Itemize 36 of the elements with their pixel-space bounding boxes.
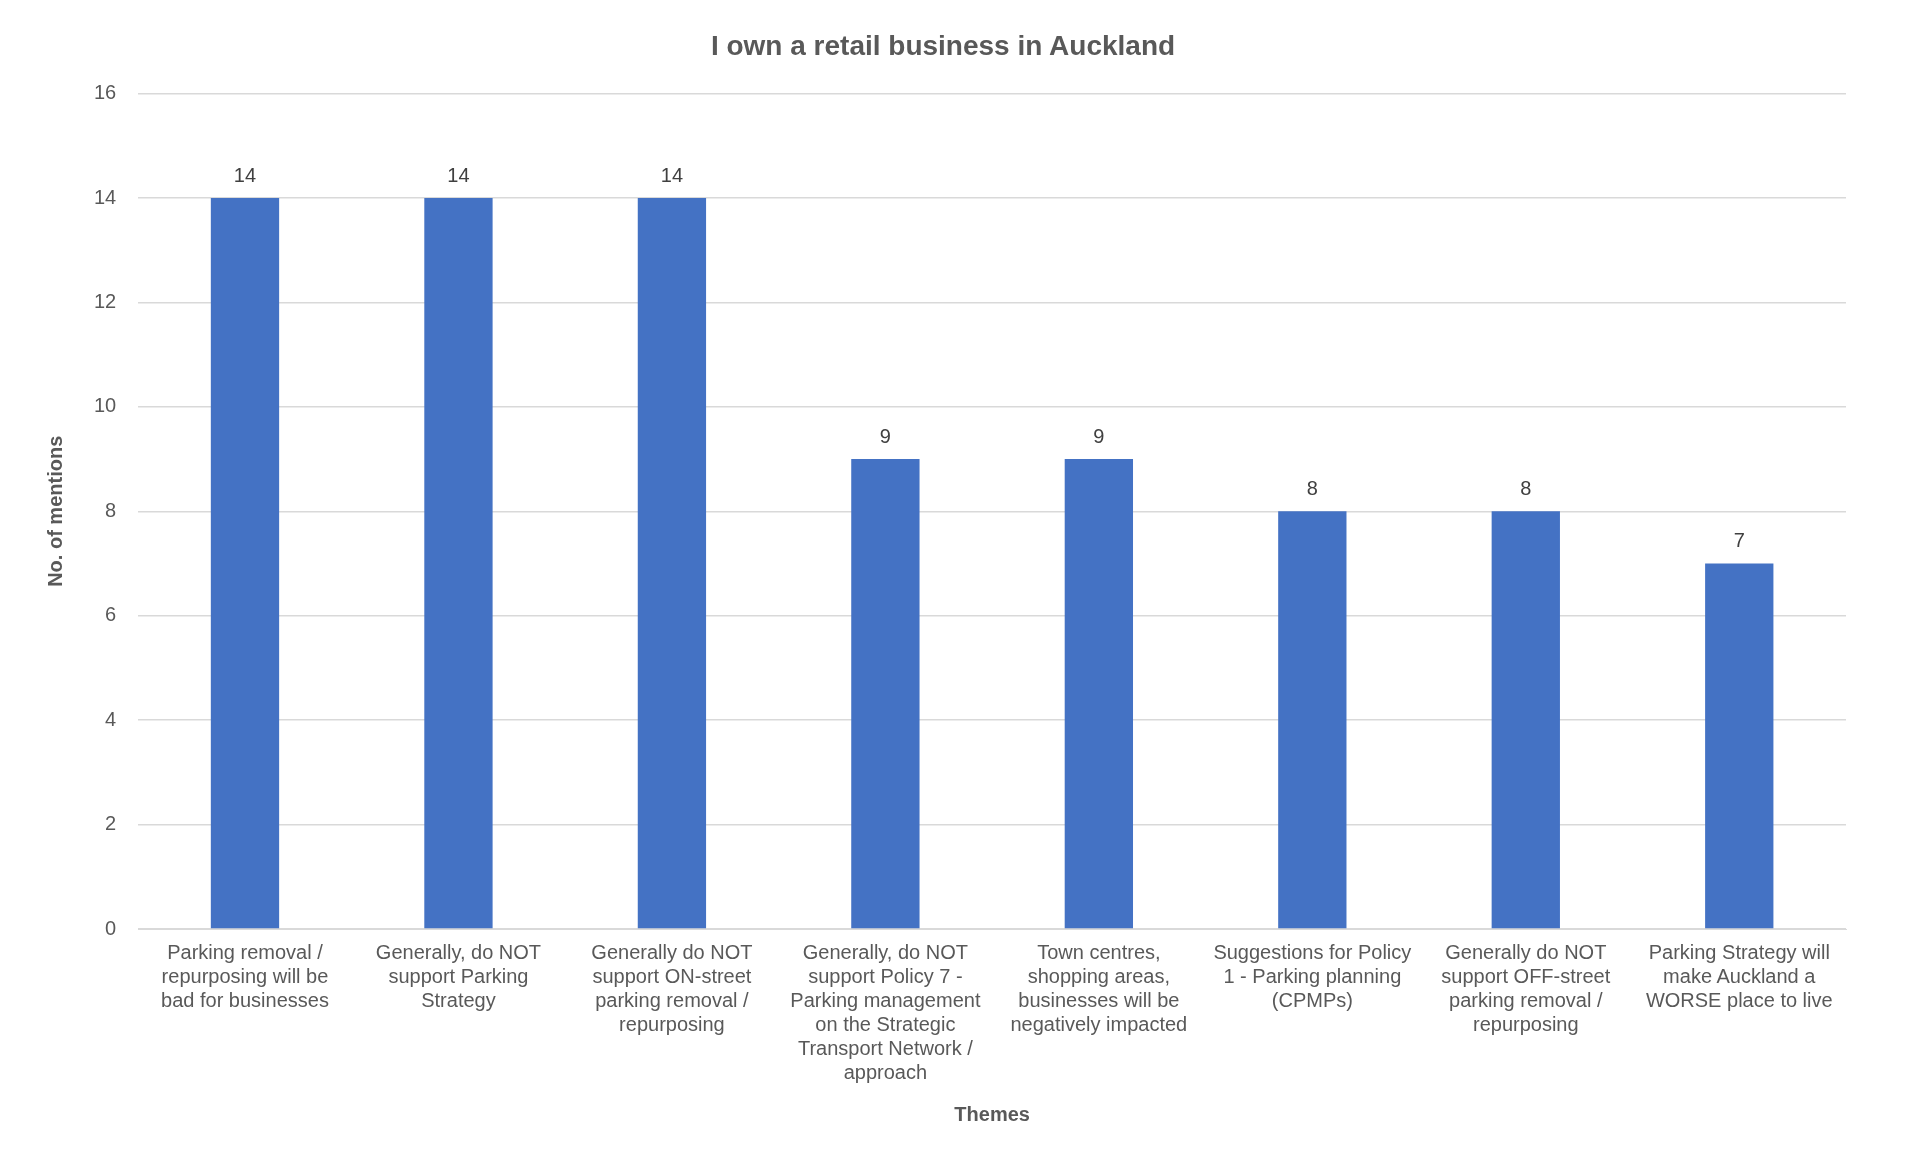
data-label: 9 [1093, 424, 1105, 447]
y-tick-label: 2 [105, 812, 117, 835]
y-tick-label: 10 [94, 394, 117, 417]
data-label: 7 [1733, 529, 1745, 552]
data-label: 8 [1520, 476, 1532, 499]
x-axis-title: Themes [954, 1102, 1030, 1125]
bar [424, 198, 493, 929]
bar [851, 459, 920, 929]
y-tick-label: 8 [105, 498, 117, 521]
x-tick-label: Generally do NOT support ON-street parking removal / repurposing [591, 940, 753, 1035]
x-tick-label: Generally do NOT support OFF-street parking removal / repurposing [1441, 940, 1611, 1035]
x-tick-label: Generally, do NOT support Parking Strategy [375, 940, 542, 1011]
x-tick-label: Generally, do NOT support Policy 7 - Parking management on the Strategic Transport Network / approach [790, 940, 981, 1083]
bar [210, 198, 280, 929]
data-label: 14 [660, 163, 684, 186]
data-label: 9 [879, 424, 891, 447]
data-label: 14 [233, 163, 257, 186]
x-tick-label: Town centres, shopping areas, businesses will be negatively impacted [1010, 940, 1188, 1035]
y-tick-label: 14 [94, 185, 117, 208]
x-tick-label: Parking removal / repurposing will be bad for businesses [161, 940, 329, 1011]
data-label: 8 [1306, 476, 1318, 499]
y-tick-label: 12 [94, 289, 117, 312]
bar [1064, 459, 1134, 929]
x-tick-label: Parking Strategy will make Auckland a WORSE place to live [1645, 940, 1833, 1011]
y-tick-label: 4 [105, 707, 117, 730]
bar [637, 198, 707, 929]
y-tick-label: 16 [94, 81, 117, 104]
chart-title: I own a retail business in Auckland [710, 29, 1176, 61]
y-axis-title: No. of mentions [43, 435, 66, 587]
bar [1491, 511, 1560, 929]
y-tick-label: 0 [105, 916, 117, 939]
x-tick-label: Suggestions for Policy 1 - Parking planning (CPMPs) [1213, 940, 1412, 1011]
bar [1278, 511, 1347, 929]
y-tick-label: 6 [105, 603, 117, 626]
data-label: 14 [447, 163, 470, 186]
bar [1705, 563, 1774, 929]
